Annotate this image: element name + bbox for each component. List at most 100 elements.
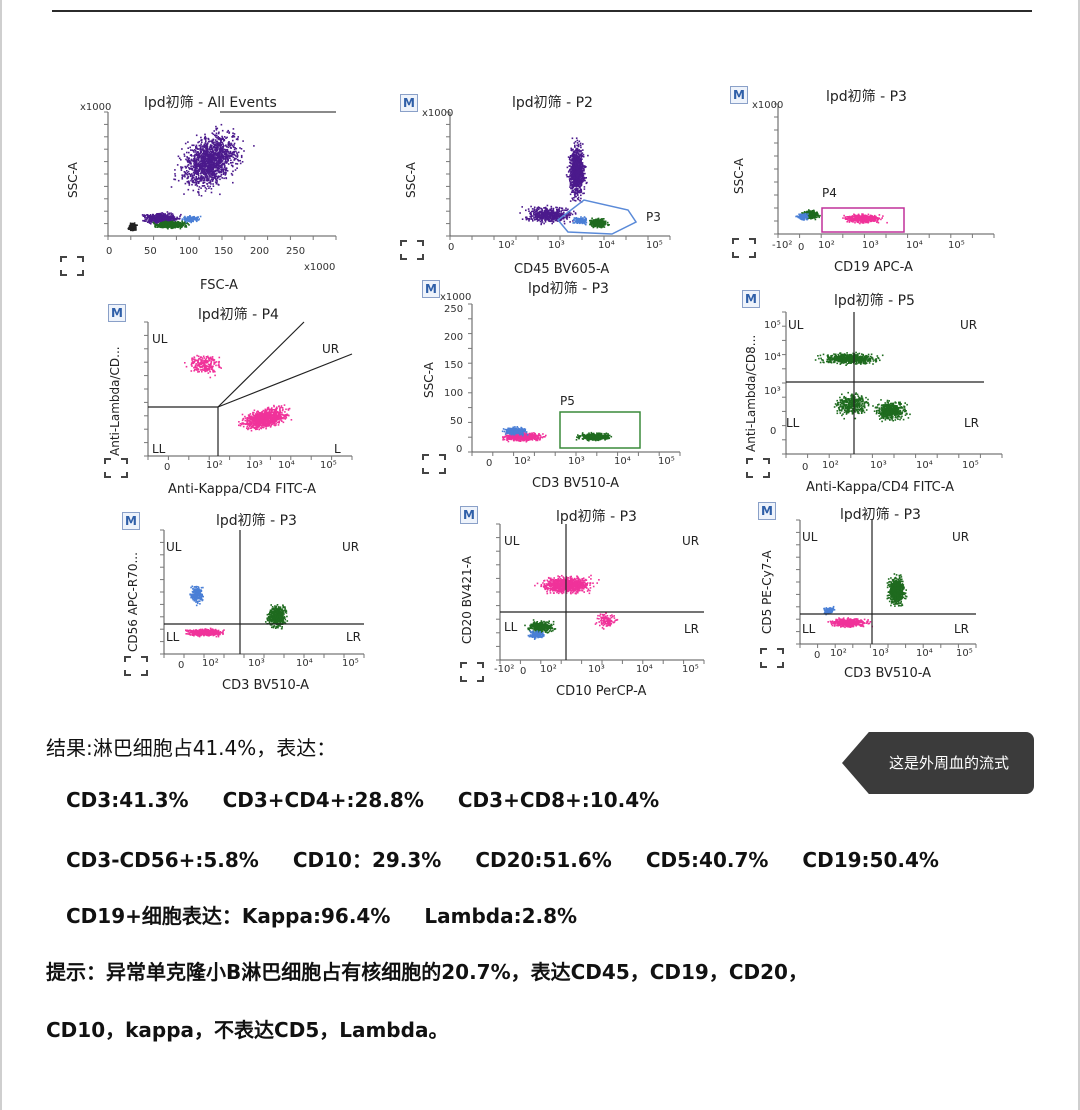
gate-label-p4: P4 (822, 186, 837, 200)
x-tick: 10² (206, 460, 223, 471)
x-tick: 10² (202, 658, 219, 669)
plot-title: lpd初筛 - P3 (528, 281, 609, 297)
quadrant-ul: UL (152, 332, 168, 346)
x-tick: 10⁵ (948, 240, 965, 251)
m-badge[interactable]: M (758, 502, 776, 520)
m-badge[interactable]: M (730, 86, 748, 104)
population-nk (795, 212, 809, 221)
y-axis-label: SSC-A (732, 158, 746, 194)
top-divider (52, 10, 1032, 12)
quadrant-ur: UR (960, 318, 978, 332)
x-tick: 0 (106, 246, 113, 257)
zoom-reset-icon[interactable] (422, 454, 446, 474)
gate-p3-polygon (556, 199, 638, 235)
plot-title: lpd初筛 - P3 (826, 89, 907, 105)
quadrant-ll: LL (802, 622, 816, 636)
x-axis-label: FSC-A (200, 278, 238, 293)
zoom-reset-icon[interactable] (732, 238, 756, 258)
plot-cd5-cd3: M lpd初筛 - P3 CD5 PE-Cy7-A CD3 BV510-A 0 … (756, 500, 1026, 692)
x-tick: 10⁵ (646, 240, 663, 251)
result-cd19: CD19:50.4% (802, 848, 939, 872)
x-tick: 10⁴ (916, 460, 933, 471)
x-tick: -10² (772, 240, 793, 251)
plot-title: lpd初筛 - P3 (556, 509, 637, 525)
population-lowcd45 (519, 204, 577, 226)
population-tcells (886, 573, 908, 607)
x-tick: 10³ (248, 658, 265, 669)
y-axis-label: Anti-Lambda/CD... (108, 346, 122, 456)
population-bcells (827, 617, 873, 629)
y-axis-label: SSC-A (422, 362, 436, 398)
population-bcells (185, 627, 225, 638)
population-monocytes (572, 216, 588, 226)
population-lambda-sparse (184, 354, 222, 379)
x-tick: 10⁴ (906, 240, 923, 251)
plot-p2: M lpd初筛 - P2 x1000 SSC-A CD45 BV605-A 0 … (398, 90, 688, 290)
zoom-reset-icon[interactable] (60, 256, 84, 276)
population-double-neg (833, 391, 870, 420)
y-unit-label: x1000 (752, 100, 784, 111)
quadrant-ul: UL (166, 540, 182, 554)
page-left-border (0, 0, 2, 1110)
y-tick: 100 (444, 388, 464, 399)
x-tick: 100 (179, 246, 199, 257)
x-tick: 250 (286, 246, 306, 257)
population-granulocytes (170, 123, 255, 197)
plot-title: lpd初筛 - P2 (512, 95, 593, 111)
y-axis-label: SSC-A (66, 162, 80, 198)
x-tick: 10² (830, 648, 847, 659)
zoom-reset-icon[interactable] (104, 458, 128, 478)
plot-p4-kappa-lambda: M lpd初筛 - P4 Anti-Lambda/CD... Anti-Kapp… (104, 300, 364, 500)
x-tick: 150 (214, 246, 234, 257)
x-axis-label: Anti-Kappa/CD4 FITC-A (168, 482, 317, 497)
x-axis-label: CD10 PerCP-A (556, 684, 647, 699)
zoom-reset-icon[interactable] (400, 240, 424, 260)
population-lymphocytes (152, 220, 190, 230)
zoom-reset-icon[interactable] (760, 648, 784, 668)
gate-p5-rect (559, 411, 641, 449)
quadrant-ul: UL (802, 530, 818, 544)
y-axis-label: CD56 APC-R70... (126, 552, 140, 652)
y-axis-label: Anti-Lambda/CD8... (744, 334, 758, 452)
y-axis-label: CD5 PE-Cy7-A (760, 550, 774, 634)
x-tick: 10³ (862, 240, 879, 251)
population-tcells (265, 604, 289, 630)
annotation-tooltip: 这是外周血的流式 (842, 732, 1034, 794)
plot-title: lpd初筛 - P5 (834, 293, 915, 309)
x-unit-label: x1000 (304, 262, 336, 273)
population-scatter (594, 611, 619, 630)
results-line-4: CD19+细胞表达：Kappa:96.4% Lambda:2.8% (66, 900, 611, 929)
quadrant-ll: LL (152, 442, 166, 456)
m-badge[interactable]: M (422, 280, 440, 298)
zoom-reset-icon[interactable] (746, 458, 770, 478)
population-lymphocytes (589, 217, 610, 229)
zoom-reset-icon[interactable] (124, 656, 148, 676)
y-tick: 10⁵ (764, 320, 781, 331)
gate-label-p3: P3 (646, 210, 661, 224)
m-badge[interactable]: M (460, 506, 478, 524)
m-badge[interactable]: M (400, 94, 418, 112)
result-cd3-cd56: CD3-CD56+:5.8% (66, 848, 259, 872)
y-tick: 250 (444, 304, 464, 315)
y-tick: 200 (444, 332, 464, 343)
quadrant-lr: LR (684, 622, 700, 636)
x-tick: 10⁴ (614, 456, 631, 467)
quadrant-ur: UR (342, 540, 360, 554)
plot-title: lpd初筛 - P4 (198, 307, 279, 323)
x-axis-label: CD3 BV510-A (222, 678, 310, 693)
x-tick: 10⁵ (956, 648, 973, 659)
x-tick: 10⁵ (962, 460, 979, 471)
x-tick: 10⁵ (658, 456, 675, 467)
y-unit-label: x1000 (440, 292, 472, 303)
plot-p5-kappa-lambda: M lpd初筛 - P5 Anti-Lambda/CD8... 10⁵ 10⁴ … (740, 286, 1020, 498)
m-badge[interactable]: M (122, 512, 140, 530)
x-tick: 10³ (246, 460, 263, 471)
m-badge[interactable]: M (108, 304, 126, 322)
plot-cd56-cd3: M lpd初筛 - P3 CD56 APC-R70... CD3 BV510-A… (120, 506, 370, 696)
m-badge[interactable]: M (742, 290, 760, 308)
y-tick: 10⁴ (764, 352, 781, 363)
plot-all-events-canvas (104, 111, 337, 240)
x-tick: 10⁴ (598, 240, 615, 251)
zoom-reset-icon[interactable] (460, 662, 484, 682)
gate-label-p5: P5 (560, 394, 575, 408)
